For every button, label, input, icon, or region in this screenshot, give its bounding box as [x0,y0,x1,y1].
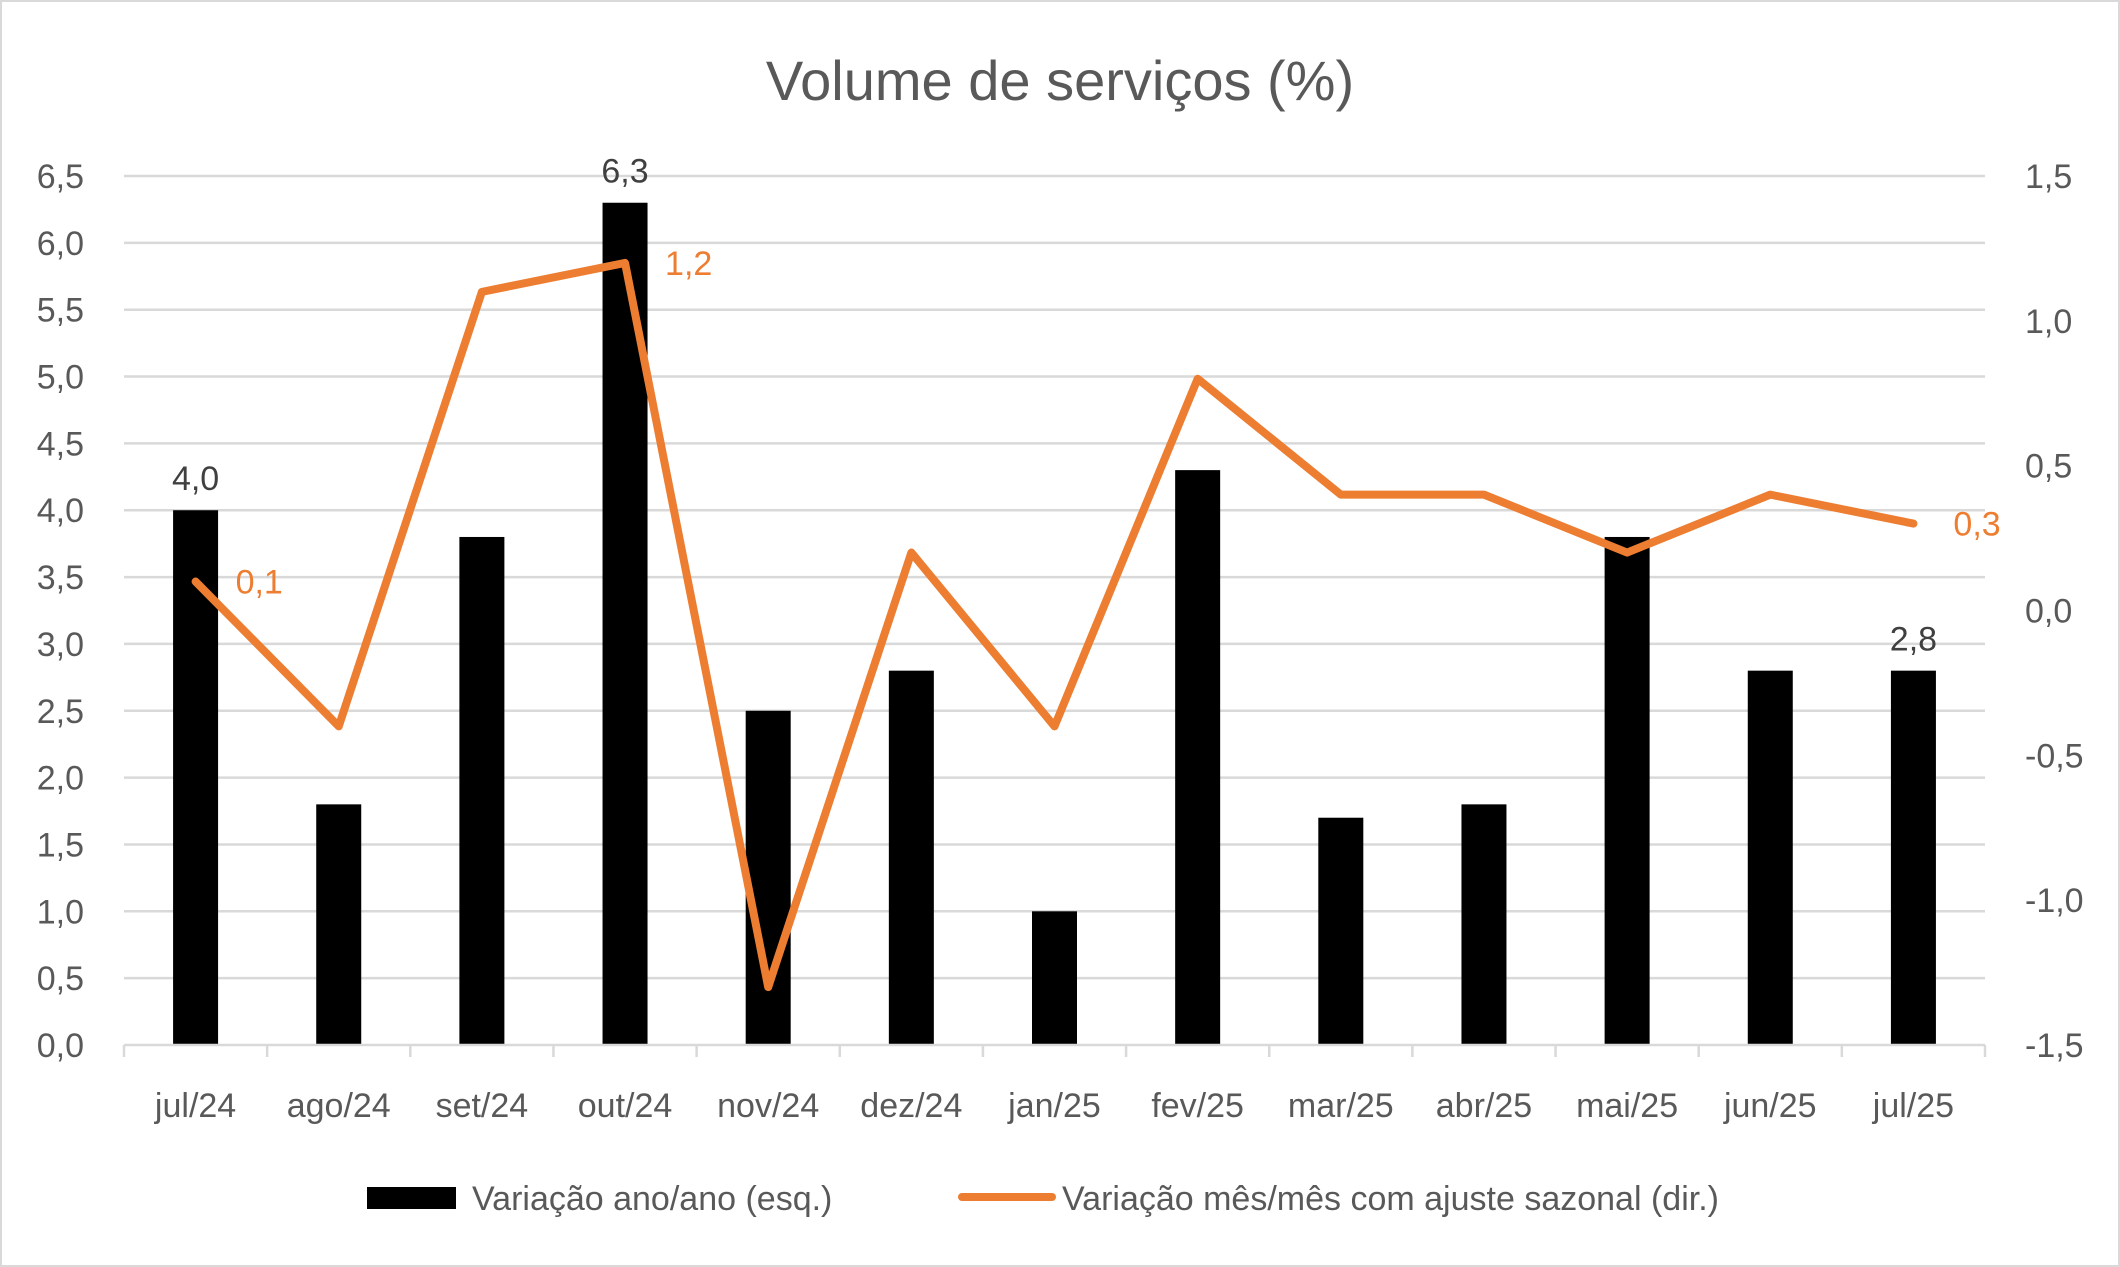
bar-data-label: 2,8 [1890,621,1937,659]
bar-data-label: 6,3 [601,153,648,191]
data-labels: 4,0 6,3 2,8 0,1 1,2 0,3 [172,153,2001,659]
line-data-label: 1,2 [665,245,712,283]
bar-dez/24 [888,670,934,1045]
bar-data-label: 4,0 [172,460,219,498]
left-tick-label: 3,5 [37,559,84,597]
x-tick-label: mai/25 [1576,1087,1678,1125]
x-tick-label: out/24 [578,1087,673,1125]
x-tick-label: set/24 [436,1087,529,1125]
legend-label-bar: Variação ano/ano (esq.) [472,1180,832,1218]
x-tick-label: mar/25 [1288,1087,1394,1125]
chart-title: Volume de serviços (%) [766,49,1354,112]
bar-mar/25 [1318,817,1364,1045]
bar-ago/24 [316,804,362,1045]
x-tick-label: ago/24 [287,1087,391,1125]
bar-abr/25 [1461,804,1507,1045]
x-tick-label: jun/25 [1723,1087,1817,1125]
x-tick-label: jul/24 [154,1087,236,1125]
right-tick-label: 1,0 [2025,303,2072,341]
bar-nov/24 [745,710,791,1045]
left-tick-label: 1,0 [37,893,84,931]
bar-jul/24 [173,510,219,1045]
bar-fev/25 [1175,470,1221,1046]
left-tick-label: 2,0 [37,760,84,798]
right-tick-label: -1,0 [2025,882,2084,920]
x-tick-label: abr/25 [1436,1087,1532,1125]
line-data-label: 0,3 [1953,506,2000,544]
left-tick-label: 5,5 [37,292,84,330]
bar-jan/25 [1032,911,1077,1045]
x-tick-label: jul/25 [1872,1087,1954,1125]
right-tick-label: -1,5 [2025,1027,2084,1065]
left-tick-label: 6,5 [37,158,84,196]
right-tick-label: 0,0 [2025,593,2072,631]
left-tick-label: 0,0 [37,1027,84,1065]
left-tick-label: 2,5 [37,693,84,731]
right-tick-label: -0,5 [2025,737,2084,775]
x-tick-label: jan/25 [1007,1087,1101,1125]
x-tick-label: fev/25 [1151,1087,1244,1125]
left-tick-label: 6,0 [37,225,84,263]
line-series [191,258,1918,992]
bar-set/24 [459,536,505,1045]
gridlines [124,174,1985,980]
left-tick-label: 1,5 [37,826,84,864]
x-tick-label: dez/24 [860,1087,962,1125]
right-tick-label: 0,5 [2025,448,2072,486]
left-tick-label: 4,0 [37,492,84,530]
bar-series [173,202,1936,1046]
left-tick-label: 0,5 [37,960,84,998]
left-tick-label: 3,0 [37,626,84,664]
right-tick-label: 1,5 [2025,158,2072,196]
legend: Variação ano/ano (esq.) Variação mês/mês… [367,1180,1719,1218]
bar-jul/25 [1890,670,1936,1045]
x-tick-label: nov/24 [717,1087,819,1125]
line-path [191,258,1918,992]
bar-jun/25 [1747,670,1793,1045]
line-data-label: 0,1 [236,564,283,602]
left-tick-label: 4,5 [37,425,84,463]
axes: 0,0 0,5 1,0 1,5 2,0 2,5 3,0 3,5 4,0 4,5 5,0 5,5 6,0 6… [37,158,2084,1125]
left-tick-label: 5,0 [37,359,84,397]
legend-label-line: Variação mês/mês com ajuste sazonal (dir… [1062,1180,1719,1218]
legend-swatch-bar [367,1187,456,1209]
bar-mai/25 [1604,536,1650,1045]
